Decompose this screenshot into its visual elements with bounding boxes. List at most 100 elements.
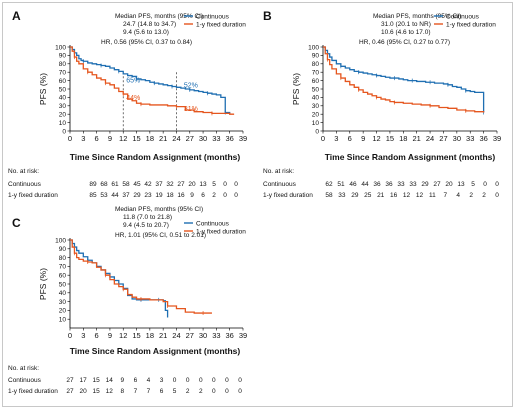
series-line-continuous	[70, 46, 231, 115]
x-tick-label: 12	[119, 134, 127, 143]
landmark-label: 52%	[184, 82, 198, 89]
at-risk-cell: 0	[238, 377, 242, 384]
at-risk-cell: 14	[106, 377, 114, 384]
at-risk-cell: 11	[429, 192, 436, 199]
x-tick-label: 15	[132, 331, 140, 340]
x-tick-label: 21	[413, 134, 421, 143]
at-risk-cell: 2	[186, 388, 190, 395]
at-risk-cell: 2	[212, 192, 216, 199]
series-line-fixed	[70, 239, 212, 314]
x-tick-label: 18	[146, 134, 154, 143]
at-risk-cell: 15	[93, 377, 101, 384]
at-risk-cell: 5	[471, 181, 475, 188]
x-tick-label: 18	[399, 134, 407, 143]
x-axis-title: Time Since Random Assignment (months)	[70, 346, 241, 356]
x-tick-label: 6	[95, 134, 99, 143]
at-risk-cell: 36	[373, 181, 381, 188]
y-tick-label: 30	[312, 103, 320, 110]
median-pfs-header: Median PFS, months (95% CI)	[115, 206, 203, 213]
at-risk-cell: 27	[66, 377, 74, 384]
y-tick-label: 100	[55, 44, 66, 51]
at-risk-row-label: 1-y fixed duration	[8, 192, 58, 199]
y-tick-label: 0	[62, 128, 66, 135]
y-axis-title: PFS (%)	[291, 73, 301, 105]
at-risk-cell: 0	[495, 192, 499, 199]
at-risk-cell: 27	[433, 181, 441, 188]
at-risk-cell: 0	[173, 377, 177, 384]
at-risk-cell: 13	[457, 181, 465, 188]
legend-label-continuous: Continuous	[196, 13, 230, 20]
figure-frame	[2, 2, 513, 407]
x-tick-label: 3	[81, 331, 85, 340]
at-risk-cell: 3	[160, 377, 164, 384]
x-tick-label: 30	[453, 134, 461, 143]
legend-label-continuous: Continuous	[196, 220, 230, 227]
panel-b: B Median PFS, months (95% CI)31.0 (20.1 t…	[263, 9, 501, 199]
at-risk-cell: 20	[445, 181, 453, 188]
panel-letter: B	[263, 9, 272, 23]
series-line-continuous	[70, 239, 169, 318]
x-tick-label: 27	[186, 331, 194, 340]
y-tick-label: 70	[59, 264, 67, 271]
at-risk-cell: 4	[456, 192, 460, 199]
hazard-ratio: HR, 1.01 (95% CI, 0.51 to 2.01)	[115, 232, 206, 239]
at-risk-table: No. at risk:Continuous 27 17 15 14 9 6 4 3 0 0 0 0 0 0…	[8, 365, 242, 395]
y-tick-label: 100	[55, 237, 66, 244]
at-risk-cell: 45	[133, 181, 141, 188]
at-risk-cell: 16	[390, 192, 398, 199]
median-fixed: 9.4 (4.5 to 20.7)	[123, 222, 169, 229]
at-risk-cell: 46	[349, 181, 357, 188]
series-line-fixed	[70, 46, 235, 115]
at-risk-cell: 4	[147, 377, 151, 384]
at-risk-cell: 23	[144, 192, 152, 199]
x-tick-label: 21	[159, 331, 167, 340]
x-tick-label: 0	[68, 134, 72, 143]
at-risk-cell: 2	[199, 388, 203, 395]
x-tick-label: 27	[186, 134, 194, 143]
at-risk-cell: 2	[469, 192, 473, 199]
at-risk-cell: 0	[225, 377, 229, 384]
x-tick-label: 6	[348, 134, 352, 143]
at-risk-cell: 61	[111, 181, 119, 188]
at-risk-cell: 7	[134, 388, 138, 395]
median-fixed: 9.4 (5.6 to 13.0)	[123, 29, 169, 36]
at-risk-cell: 58	[122, 181, 130, 188]
x-tick-label: 33	[466, 134, 474, 143]
at-risk-cell: 27	[177, 181, 185, 188]
at-risk-cell: 33	[338, 192, 346, 199]
legend-label-fixed: 1-y fixed duration	[196, 228, 246, 235]
y-tick-label: 20	[312, 112, 320, 119]
at-risk-cell: 89	[89, 181, 97, 188]
at-risk-cell: 85	[89, 192, 97, 199]
at-risk-cell: 33	[409, 181, 417, 188]
x-tick-label: 30	[199, 134, 207, 143]
at-risk-cell: 6	[160, 388, 164, 395]
y-tick-label: 80	[312, 61, 320, 68]
x-tick-label: 33	[212, 134, 220, 143]
at-risk-cell: 6	[201, 192, 205, 199]
at-risk-cell: 7	[443, 192, 447, 199]
at-risk-cell: 51	[337, 181, 345, 188]
y-tick-label: 60	[59, 78, 67, 85]
at-risk-cell: 12	[416, 192, 424, 199]
at-risk-cell: 25	[364, 192, 372, 199]
at-risk-table: No. at risk: Continuous 62 51 46 44 36 36 33 33 29…	[263, 168, 499, 199]
legend-label-continuous: Continuous	[446, 13, 480, 20]
panel-c: C Median PFS, months (95% CI)11.8 (7.0 to…	[8, 206, 247, 395]
at-risk-cell: 12	[403, 192, 411, 199]
legend-label-fixed: 1-y fixed duration	[196, 21, 246, 28]
at-risk-cell: 58	[325, 192, 333, 199]
at-risk-cell: 5	[173, 388, 177, 395]
y-tick-label: 60	[59, 273, 67, 280]
x-tick-label: 0	[68, 331, 72, 340]
at-risk-row-label: Continuous	[8, 377, 42, 384]
at-risk-cell: 16	[177, 192, 185, 199]
x-tick-label: 36	[226, 331, 234, 340]
y-tick-label: 20	[59, 308, 67, 315]
hazard-ratio: HR, 0.56 (95% CI, 0.37 to 0.84)	[101, 39, 192, 46]
at-risk-table: No. at risk:Continuous 89 68 61 58 45 42 37 32 27…	[8, 168, 238, 199]
at-risk-cell: 9	[190, 192, 194, 199]
